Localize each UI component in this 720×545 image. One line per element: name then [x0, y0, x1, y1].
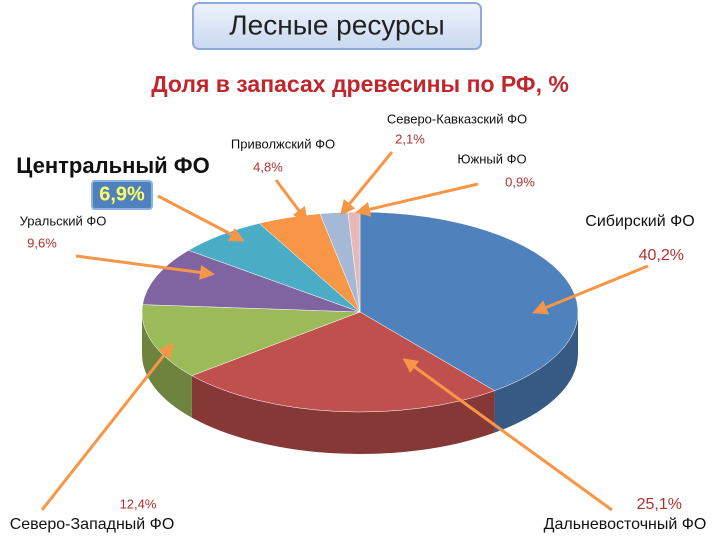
value-label: 25,1%: [637, 496, 682, 513]
value-label: 40,2%: [639, 247, 684, 264]
slice: [141, 304, 361, 376]
chart-title: Лесные ресурсы: [229, 9, 444, 40]
category-label: Центральный ФО: [16, 153, 209, 178]
value-label: 0,9%: [505, 174, 535, 189]
pointer-arrow: [532, 264, 649, 315]
title-box: [192, 2, 482, 50]
slice-side: [191, 375, 495, 455]
slice-side: [494, 312, 578, 433]
category-label: Южный ФО: [457, 151, 526, 166]
category-label: Сибирский ФО: [585, 213, 694, 230]
category-label: Северо-Кавказский ФО: [387, 111, 527, 126]
chart-subtitle: Доля в запасах древесины по РФ, %: [151, 71, 569, 97]
category-label: Северо-Западный ФО: [10, 516, 175, 533]
pointer-arrow: [40, 342, 174, 511]
value-label: 2,1%: [395, 131, 425, 146]
slice: [359, 211, 579, 391]
category-label: Дальневосточный ФО: [544, 516, 707, 533]
pointer-arrow: [340, 151, 394, 216]
slice: [142, 249, 361, 313]
value-label: 6,9%: [99, 183, 145, 205]
pointer-arrow: [157, 194, 245, 242]
pointer-arrow: [75, 254, 215, 280]
pointer-arrow: [274, 179, 308, 223]
pointer-arrow: [355, 182, 479, 217]
category-label: Приволжский ФО: [231, 136, 335, 151]
value-label: 9,6%: [27, 235, 57, 250]
value-label: 4,8%: [253, 159, 283, 174]
pointer-arrow: [402, 358, 613, 512]
category-label: Уральский ФО: [20, 213, 107, 228]
value-highlight: [91, 180, 153, 210]
value-label: 12,4%: [120, 496, 157, 511]
slice-side: [142, 312, 192, 418]
